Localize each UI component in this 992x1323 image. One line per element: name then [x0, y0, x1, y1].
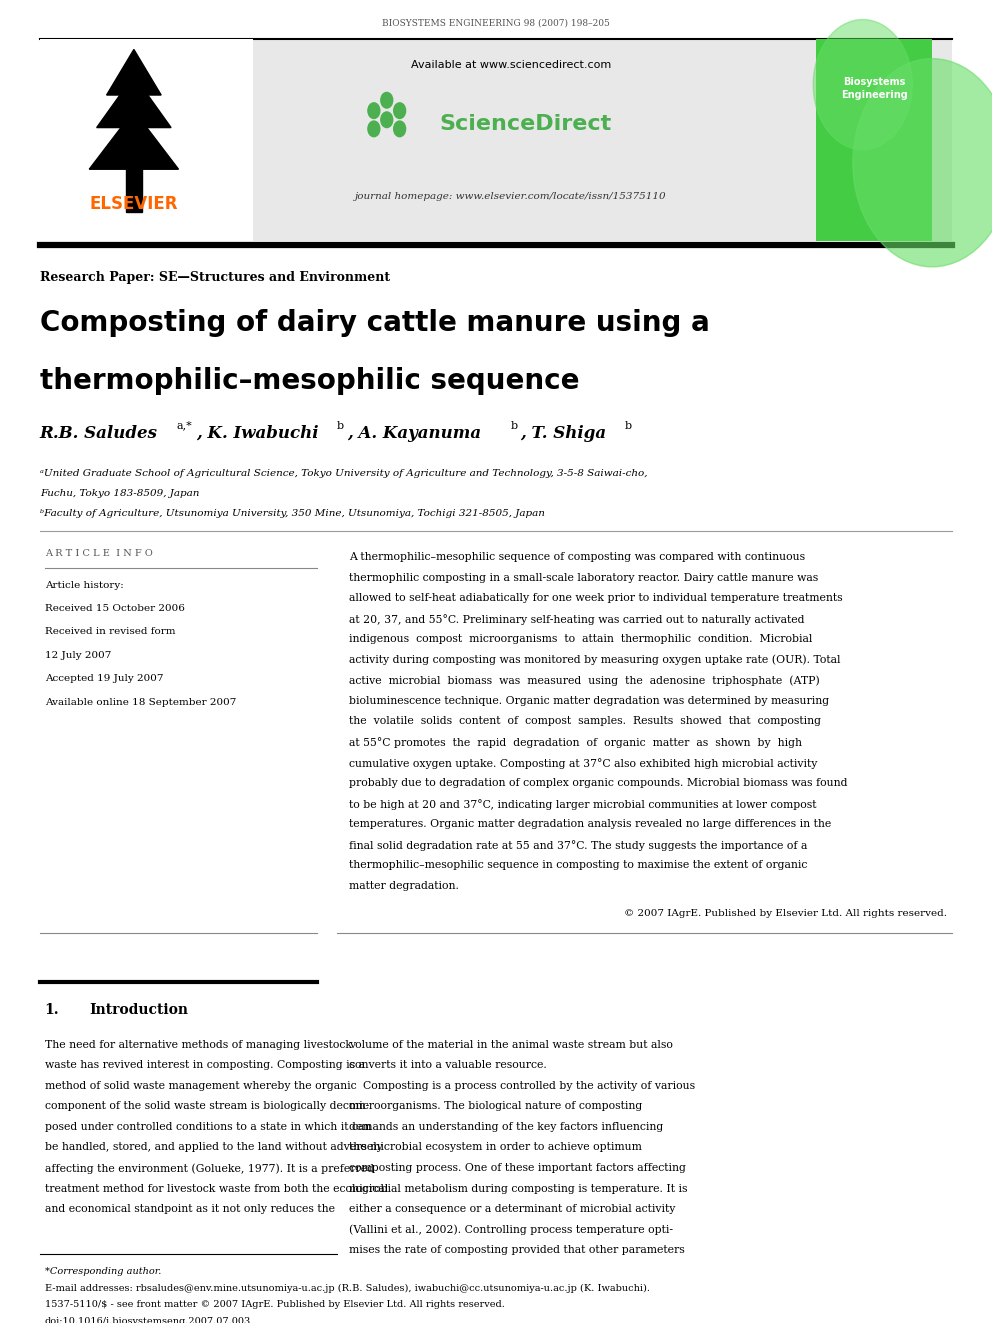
- Text: Composting is a process controlled by the activity of various: Composting is a process controlled by th…: [349, 1081, 695, 1090]
- Text: the microbial ecosystem in order to achieve optimum: the microbial ecosystem in order to achi…: [349, 1143, 642, 1152]
- Text: , K. Iwabuchi: , K. Iwabuchi: [196, 425, 319, 442]
- Text: demands an understanding of the key factors influencing: demands an understanding of the key fact…: [349, 1122, 664, 1132]
- FancyBboxPatch shape: [816, 40, 932, 241]
- Text: a,*: a,*: [177, 421, 192, 431]
- Text: the  volatile  solids  content  of  compost  samples.  Results  showed  that  co: the volatile solids content of compost s…: [349, 717, 821, 726]
- Text: at 55°C promotes  the  rapid  degradation  of  organic  matter  as  shown  by  h: at 55°C promotes the rapid degradation o…: [349, 737, 803, 747]
- Text: journal homepage: www.elsevier.com/locate/issn/15375110: journal homepage: www.elsevier.com/locat…: [355, 192, 667, 201]
- Text: composting process. One of these important factors affecting: composting process. One of these importa…: [349, 1163, 685, 1174]
- Text: b: b: [625, 421, 632, 431]
- Text: *Corresponding author.: *Corresponding author.: [45, 1266, 161, 1275]
- FancyBboxPatch shape: [40, 40, 952, 241]
- Text: Available at www.sciencedirect.com: Available at www.sciencedirect.com: [411, 60, 611, 70]
- Text: probably due to degradation of complex organic compounds. Microbial biomass was : probably due to degradation of complex o…: [349, 778, 847, 789]
- Text: cumulative oxygen uptake. Composting at 37°C also exhibited high microbial activ: cumulative oxygen uptake. Composting at …: [349, 758, 817, 769]
- Text: thermophilic–mesophilic sequence: thermophilic–mesophilic sequence: [40, 366, 579, 396]
- Text: mises the rate of composting provided that other parameters: mises the rate of composting provided th…: [349, 1245, 684, 1256]
- Text: Introduction: Introduction: [89, 1003, 188, 1017]
- Text: A thermophilic–mesophilic sequence of composting was compared with continuous: A thermophilic–mesophilic sequence of co…: [349, 552, 806, 562]
- Circle shape: [368, 103, 380, 119]
- Text: activity during composting was monitored by measuring oxygen uptake rate (OUR). : activity during composting was monitored…: [349, 655, 840, 665]
- Text: and economical standpoint as it not only reduces the: and economical standpoint as it not only…: [45, 1204, 334, 1215]
- Circle shape: [381, 93, 393, 108]
- Text: thermophilic–mesophilic sequence in composting to maximise the extent of organic: thermophilic–mesophilic sequence in comp…: [349, 860, 807, 871]
- Text: final solid degradation rate at 55 and 37°C. The study suggests the importance o: final solid degradation rate at 55 and 3…: [349, 840, 807, 851]
- Text: 12 July 2007: 12 July 2007: [45, 651, 111, 660]
- Text: active  microbial  biomass  was  measured  using  the  adenosine  triphosphate  : active microbial biomass was measured us…: [349, 675, 819, 685]
- Text: , A. Kayanuma: , A. Kayanuma: [347, 425, 481, 442]
- Text: matter degradation.: matter degradation.: [349, 881, 459, 892]
- Circle shape: [394, 103, 406, 119]
- Circle shape: [813, 20, 913, 149]
- Circle shape: [381, 112, 393, 127]
- Text: Accepted 19 July 2007: Accepted 19 July 2007: [45, 675, 163, 683]
- Text: waste has revived interest in composting. Composting is a: waste has revived interest in composting…: [45, 1060, 365, 1070]
- Text: bioluminescence technique. Organic matter degradation was determined by measurin: bioluminescence technique. Organic matte…: [349, 696, 829, 706]
- Text: allowed to self-heat adiabatically for one week prior to individual temperature : allowed to self-heat adiabatically for o…: [349, 593, 842, 603]
- Text: volume of the material in the animal waste stream but also: volume of the material in the animal was…: [349, 1040, 673, 1049]
- Circle shape: [394, 122, 406, 136]
- Text: , T. Shiga: , T. Shiga: [520, 425, 606, 442]
- Text: at 20, 37, and 55°C. Preliminary self-heating was carried out to naturally activ: at 20, 37, and 55°C. Preliminary self-he…: [349, 614, 805, 624]
- Text: either a consequence or a determinant of microbial activity: either a consequence or a determinant of…: [349, 1204, 676, 1215]
- Text: R.B. Saludes: R.B. Saludes: [40, 425, 158, 442]
- Text: 1537-5110/$ - see front matter © 2007 IAgrE. Published by Elsevier Ltd. All righ: 1537-5110/$ - see front matter © 2007 IA…: [45, 1301, 505, 1310]
- Text: method of solid waste management whereby the organic: method of solid waste management whereby…: [45, 1081, 356, 1090]
- Text: ᵇFaculty of Agriculture, Utsunomiya University, 350 Mine, Utsunomiya, Tochigi 32: ᵇFaculty of Agriculture, Utsunomiya Univ…: [40, 509, 545, 519]
- Text: b: b: [511, 421, 518, 431]
- Text: Composting of dairy cattle manure using a: Composting of dairy cattle manure using …: [40, 308, 709, 336]
- Text: ScienceDirect: ScienceDirect: [439, 114, 612, 134]
- Text: be handled, stored, and applied to the land without adversely: be handled, stored, and applied to the l…: [45, 1143, 383, 1152]
- Text: (Vallini et al., 2002). Controlling process temperature opti-: (Vallini et al., 2002). Controlling proc…: [349, 1225, 674, 1236]
- Text: BIOSYSTEMS ENGINEERING 98 (2007) 198–205: BIOSYSTEMS ENGINEERING 98 (2007) 198–205: [382, 19, 610, 28]
- Text: Article history:: Article history:: [45, 581, 123, 590]
- Text: 1.: 1.: [45, 1003, 60, 1017]
- Text: microorganisms. The biological nature of composting: microorganisms. The biological nature of…: [349, 1101, 643, 1111]
- Text: converts it into a valuable resource.: converts it into a valuable resource.: [349, 1060, 547, 1070]
- Text: © 2007 IAgrE. Published by Elsevier Ltd. All rights reserved.: © 2007 IAgrE. Published by Elsevier Ltd.…: [624, 909, 947, 918]
- Bar: [126, 167, 142, 212]
- Text: The need for alternative methods of managing livestock: The need for alternative methods of mana…: [45, 1040, 351, 1049]
- Text: posed under controlled conditions to a state in which it can: posed under controlled conditions to a s…: [45, 1122, 371, 1132]
- Text: Available online 18 September 2007: Available online 18 September 2007: [45, 697, 236, 706]
- Polygon shape: [89, 111, 179, 169]
- Text: temperatures. Organic matter degradation analysis revealed no large differences : temperatures. Organic matter degradation…: [349, 819, 831, 830]
- Text: Received in revised form: Received in revised form: [45, 627, 176, 636]
- Circle shape: [368, 122, 380, 136]
- Text: A R T I C L E  I N F O: A R T I C L E I N F O: [45, 549, 153, 558]
- Polygon shape: [106, 49, 161, 95]
- Text: ᵃUnited Graduate School of Agricultural Science, Tokyo University of Agriculture: ᵃUnited Graduate School of Agricultural …: [40, 468, 647, 478]
- Text: treatment method for livestock waste from both the ecological: treatment method for livestock waste fro…: [45, 1184, 388, 1193]
- Text: Received 15 October 2006: Received 15 October 2006: [45, 605, 185, 613]
- Text: component of the solid waste stream is biologically decom-: component of the solid waste stream is b…: [45, 1101, 369, 1111]
- Text: Fuchu, Tokyo 183-8509, Japan: Fuchu, Tokyo 183-8509, Japan: [40, 490, 199, 499]
- Text: affecting the environment (Golueke, 1977). It is a preferred: affecting the environment (Golueke, 1977…: [45, 1163, 374, 1174]
- Text: doi:10.1016/j.biosystemseng.2007.07.003: doi:10.1016/j.biosystemseng.2007.07.003: [45, 1318, 251, 1323]
- Text: indigenous  compost  microorganisms  to  attain  thermophilic  condition.  Micro: indigenous compost microorganisms to att…: [349, 634, 812, 644]
- Text: Biosystems
Engineering: Biosystems Engineering: [841, 77, 908, 101]
- Text: Research Paper: SE—Structures and Environment: Research Paper: SE—Structures and Enviro…: [40, 271, 390, 283]
- Text: E-mail addresses: rbsaludes@env.mine.utsunomiya-u.ac.jp (R.B. Saludes), iwabuchi: E-mail addresses: rbsaludes@env.mine.uts…: [45, 1283, 650, 1293]
- Text: ELSEVIER: ELSEVIER: [89, 196, 179, 213]
- Circle shape: [853, 58, 992, 267]
- Text: microbial metabolism during composting is temperature. It is: microbial metabolism during composting i…: [349, 1184, 687, 1193]
- FancyBboxPatch shape: [40, 40, 253, 241]
- Text: to be high at 20 and 37°C, indicating larger microbial communities at lower comp: to be high at 20 and 37°C, indicating la…: [349, 799, 816, 810]
- Polygon shape: [96, 75, 171, 127]
- Text: thermophilic composting in a small-scale laboratory reactor. Dairy cattle manure: thermophilic composting in a small-scale…: [349, 573, 818, 582]
- Text: b: b: [337, 421, 344, 431]
